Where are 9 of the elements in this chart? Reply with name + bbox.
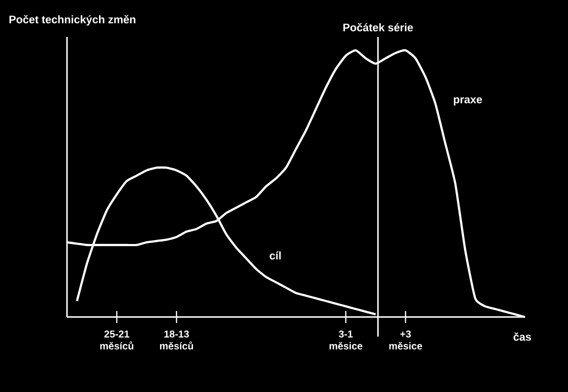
annotation: praxe xyxy=(454,97,482,106)
x-tick-label: +3 měsice xyxy=(389,330,422,350)
annotation: cíl xyxy=(270,251,281,260)
text: Počátek série xyxy=(343,23,413,32)
x-tick-label: 18-13 měsíců xyxy=(160,330,194,350)
x-tick-label: 3-1 měsice xyxy=(330,330,362,350)
x-tick-label: 25-21 měsíců xyxy=(100,330,134,350)
x-axis-title: čas xyxy=(514,332,531,341)
y-axis-title: Počet technických změn xyxy=(9,15,136,26)
